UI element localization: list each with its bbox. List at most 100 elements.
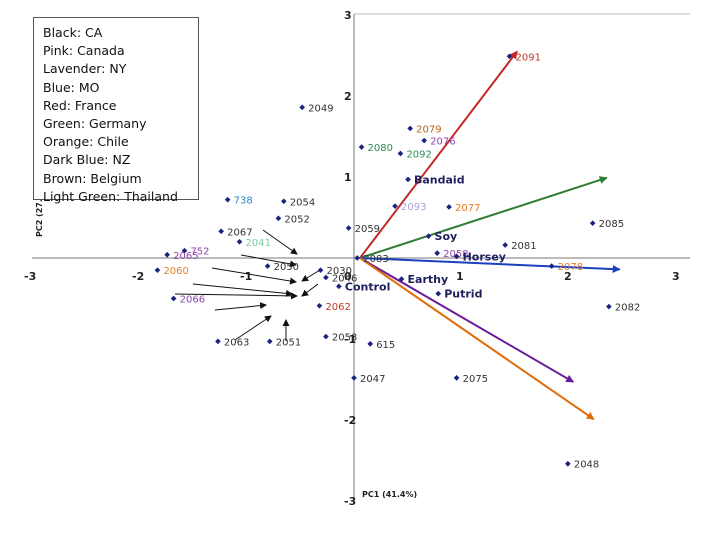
data-point [224, 196, 231, 203]
annotation-arrow [211, 267, 297, 285]
point-label: 752 [190, 247, 209, 258]
y-tick-label: 2 [344, 90, 352, 103]
attribute-point [435, 290, 442, 297]
point-label: 2076 [430, 137, 455, 148]
point-label: 2052 [284, 214, 309, 225]
loading-vector-green [359, 176, 608, 259]
point-label: 2080 [368, 143, 393, 154]
data-point [264, 263, 271, 269]
data-point [154, 267, 161, 273]
loading-vector-orange [359, 257, 595, 421]
loading-vector-red [359, 50, 518, 259]
point-label: 2050 [274, 262, 299, 273]
point-label: 2051 [276, 337, 301, 348]
point-label: 2078 [558, 262, 583, 273]
point-label: 2059 [355, 224, 380, 235]
legend-item: Light Green: Thailand [43, 188, 178, 204]
data-point [354, 255, 361, 261]
attribute-point [425, 233, 432, 239]
legend-item: Blue: MO [43, 79, 100, 95]
data-point [218, 228, 224, 235]
attribute-point [336, 283, 342, 290]
data-point [434, 250, 440, 256]
data-point [351, 375, 357, 381]
data-point [453, 375, 460, 381]
y-tick-label: 3 [344, 9, 352, 22]
data-point [606, 303, 612, 310]
point-label: 2085 [599, 219, 624, 230]
data-point [565, 460, 571, 467]
data-point [502, 242, 509, 248]
legend-item: Red: France [43, 97, 117, 113]
data-point [275, 215, 282, 222]
point-label: 2065 [173, 251, 198, 262]
attribute-label: Putrid [444, 288, 482, 301]
point-label: 2091 [516, 52, 541, 63]
attribute-label: Earthy [408, 273, 449, 286]
legend-item: Lavender: NY [43, 61, 127, 77]
attribute-point [405, 176, 411, 183]
loading-vector-blue [359, 257, 621, 274]
x-axis-label: PC1 (41.4%) [362, 490, 417, 499]
loading-vector-purple [359, 257, 575, 383]
y-axis-label: PC2 (27.9%) [35, 182, 44, 237]
data-point [280, 198, 287, 205]
legend: Black: CA Pink: Canada Lavender: NY Blue: M… [33, 17, 199, 204]
point-label: 2082 [615, 303, 640, 314]
attribute-label: Bandaid [414, 173, 465, 186]
point-label: 738 [234, 196, 253, 207]
legend-item: Dark Blue: NZ [43, 152, 131, 168]
legend-item: Pink: Canada [43, 43, 125, 59]
point-label: 2083 [363, 254, 388, 265]
data-point [358, 144, 365, 150]
point-label: 2066 [180, 295, 205, 306]
data-point [215, 338, 221, 345]
point-label: 2062 [325, 302, 350, 313]
annotation-arrow [240, 254, 297, 268]
point-label: 2092 [406, 150, 431, 161]
point-label: 2041 [246, 238, 271, 249]
data-point [299, 104, 305, 111]
annotation-arrow [214, 302, 267, 311]
data-point [317, 267, 324, 273]
data-point [164, 251, 170, 258]
y-tick-label: -1 [344, 333, 356, 346]
point-label: 2075 [463, 374, 488, 385]
annotation-arrow [192, 283, 293, 297]
point-label: 2067 [227, 227, 252, 238]
point-label: 2047 [360, 374, 385, 385]
data-point [316, 302, 323, 309]
x-tick-label: 2 [564, 270, 572, 283]
legend-item: Orange: Chile [43, 134, 129, 150]
point-label: 2093 [401, 202, 426, 213]
legend-item: Black: CA [43, 25, 103, 40]
data-point [446, 204, 452, 210]
attribute-label: Horsey [463, 250, 506, 263]
point-label: 2077 [455, 203, 480, 214]
y-tick-label: -2 [344, 414, 356, 427]
x-tick-label: -2 [132, 270, 144, 283]
point-label: 2063 [224, 337, 249, 348]
point-label: 2079 [416, 124, 441, 135]
attribute-label: Soy [435, 230, 458, 243]
attribute-point [398, 276, 405, 282]
point-label: 2060 [163, 266, 188, 277]
legend-item: Brown: Belgium [43, 170, 142, 186]
annotation-arrow [301, 283, 319, 297]
attribute-label: Control [345, 280, 390, 293]
data-point [397, 150, 404, 157]
data-point [392, 203, 398, 209]
point-label: 2081 [511, 241, 536, 252]
data-point [236, 238, 243, 245]
x-tick-label: 3 [672, 270, 680, 283]
data-point [421, 137, 428, 144]
data-point [345, 225, 352, 231]
data-point [181, 247, 188, 254]
x-tick-label: -3 [24, 270, 36, 283]
x-tick-label: 1 [456, 270, 464, 283]
data-point [367, 341, 374, 347]
point-label: 615 [376, 340, 395, 351]
x-tick-label: -1 [240, 270, 252, 283]
y-tick-label: -3 [344, 495, 356, 508]
